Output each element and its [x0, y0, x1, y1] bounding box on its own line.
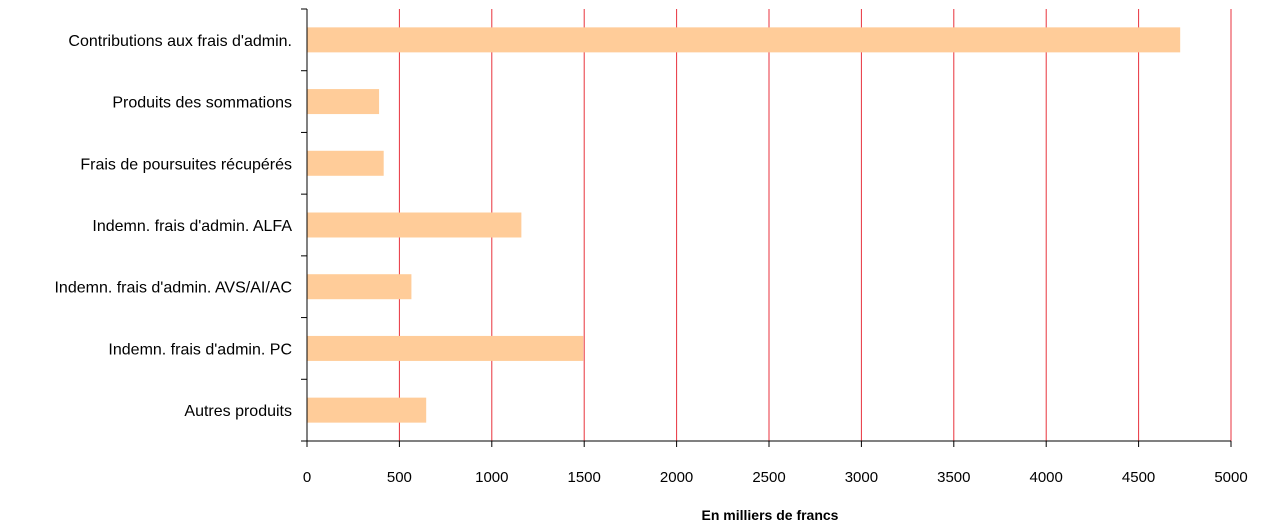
bar: [307, 212, 522, 238]
category-label: Indemn. frais d'admin. ALFA: [92, 218, 292, 235]
category-labels: Contributions aux frais d'admin. Produits…: [54, 33, 292, 420]
x-tick-label: 5000: [1214, 469, 1247, 486]
x-tick-label: 2500: [752, 469, 785, 486]
bar: [307, 89, 380, 115]
bar: [307, 335, 584, 361]
category-label: Indemn. frais d'admin. AVS/AI/AC: [54, 280, 292, 297]
x-tick-label: 2000: [660, 469, 693, 486]
bars: [307, 27, 1181, 423]
x-tick-label: 1500: [568, 469, 601, 486]
category-label: Frais de poursuites récupérés: [80, 156, 292, 173]
x-tick-label: 3500: [937, 469, 970, 486]
x-tick-label: 4500: [1122, 469, 1155, 486]
x-tick-label: 3000: [845, 469, 878, 486]
grid-lines: [398, 9, 1232, 441]
category-label: Indemn. frais d'admin. PC: [108, 341, 292, 358]
bar: [307, 27, 1181, 53]
x-tick-label: 4000: [1030, 469, 1063, 486]
bar: [307, 274, 412, 300]
x-axis-title: En milliers de francs: [702, 507, 839, 523]
bar: [307, 397, 427, 423]
bar: [307, 150, 384, 176]
category-label: Produits des sommations: [112, 95, 292, 112]
axes: [301, 8, 1232, 447]
x-tick-label: 1000: [475, 469, 508, 486]
x-tick-label: 0: [303, 469, 311, 486]
category-label: Contributions aux frais d'admin.: [68, 33, 292, 50]
x-tick-labels: 0 500 1000 1500 2000 2500 3000 3500 4000 4500 5000: [303, 469, 1248, 486]
x-tick-label: 500: [387, 469, 412, 486]
category-label: Autres produits: [184, 403, 292, 420]
